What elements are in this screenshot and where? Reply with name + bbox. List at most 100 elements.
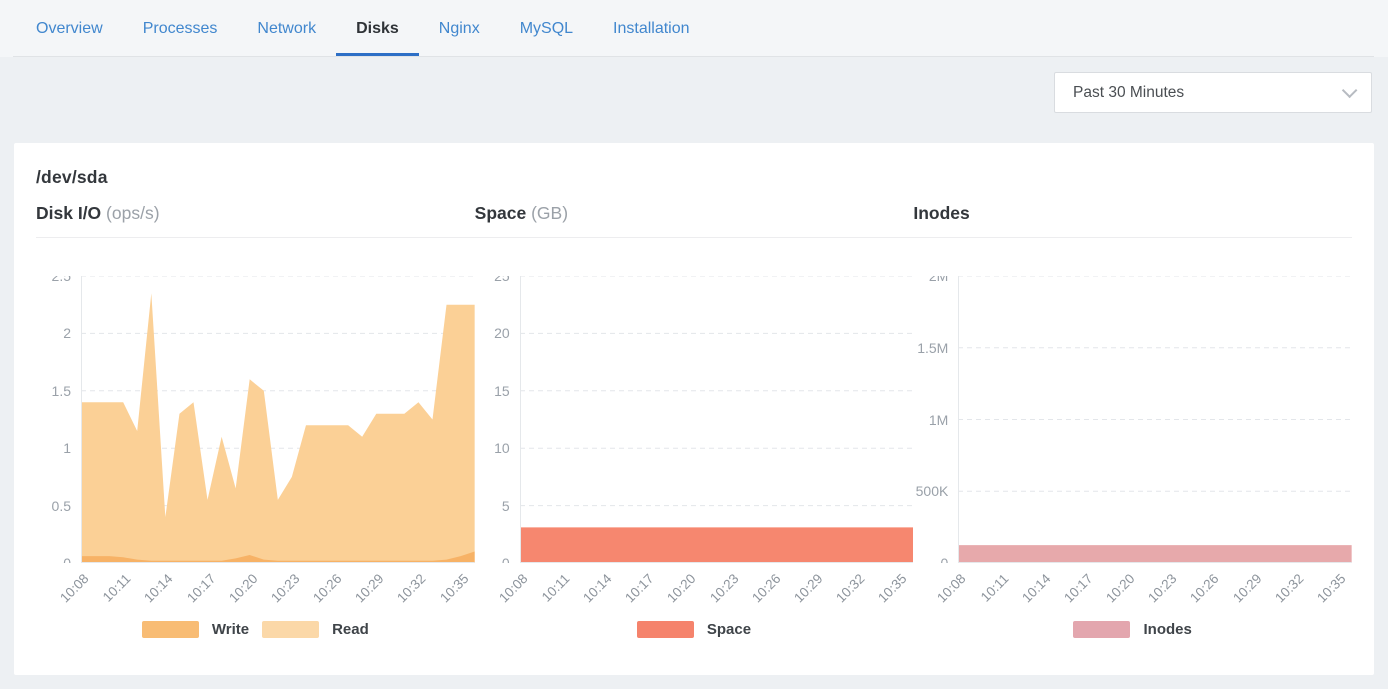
tab-bar: Overview Processes Network Disks Nginx MySQL I… (0, 0, 1388, 57)
x-axis-labels-disk-i-o: 10:08 10:11 10:14 10:17 10:20 10:23 10:26 10:29… (57, 563, 475, 613)
legend-entry-write: Write (141, 620, 250, 638)
tab-network[interactable]: Network (257, 19, 317, 37)
legend-entry-inodes: Inodes (1073, 620, 1192, 638)
legend-label-inodes: Inodes (1143, 620, 1192, 638)
x-tick-label: 10:26 (748, 571, 784, 606)
x-axis-labels-space: 10:08 10:11 10:14 10:17 10:20 10:23 10:26 10:29… (496, 563, 914, 613)
tab-bar-divider (13, 56, 1374, 57)
tab-nginx[interactable]: Nginx (438, 19, 480, 37)
x-tick-label: 10:11 (99, 571, 134, 605)
chart-unit-disk-i-o: (ops/s) (101, 203, 160, 223)
y-tick-label: 0 (940, 555, 949, 563)
x-tick-label: 10:17 (622, 571, 657, 606)
y-tick-label: 10 (494, 440, 510, 457)
x-tick-label: 10:23 (706, 571, 742, 606)
legend-label-space: Space (706, 620, 752, 638)
plot-area-disk-i-o (81, 276, 475, 563)
y-tick-label: 0 (501, 555, 510, 563)
x-axis-labels-inodes: 10:08 10:11 10:14 10:17 10:20 10:23 10:26 10:29… (934, 563, 1352, 613)
x-tick-label: 10:23 (1145, 571, 1180, 606)
x-tick-label: 10:20 (1103, 571, 1138, 606)
chart-titles-row: Disk I/O (ops/s) Space (GB) Inodes (36, 203, 1352, 224)
charts-row: 2.5 2 1.5 1 0.5 0 10:08 10:11 10:14 10:17 10:20 10:… (36, 238, 1352, 639)
x-tick-label: 10:23 (267, 571, 303, 606)
legend-entry-space: Space (636, 620, 752, 638)
legend-entry-read: Read (262, 620, 369, 638)
x-tick-label: 10:32 (394, 571, 430, 606)
legend-space: Space (475, 619, 914, 639)
y-tick-label: 1.5 (51, 382, 71, 399)
x-tick-label: 10:20 (664, 571, 699, 606)
x-tick-label: 10:11 (538, 571, 573, 605)
y-axis-labels-disk-i-o: 2.5 2 1.5 1 0.5 0 (36, 276, 71, 563)
legend-disk-i-o: Write Read (36, 619, 475, 639)
legend-swatch-space (636, 620, 694, 638)
chart-title-space: Space (GB) (474, 203, 569, 223)
legend-inodes: Inodes (913, 619, 1352, 639)
y-tick-label: 0 (63, 555, 71, 563)
titles-divider (36, 237, 1352, 238)
x-tick-label: 10:17 (183, 571, 219, 606)
tab-overview[interactable]: Overview (36, 19, 103, 37)
x-tick-label: 10:35 (1314, 571, 1349, 606)
x-tick-label: 10:35 (875, 571, 910, 606)
y-tick-label: 1.5M (917, 339, 949, 356)
x-tick-label: 10:14 (1018, 571, 1054, 606)
tab-processes[interactable]: Processes (142, 19, 218, 37)
x-tick-label: 10:26 (310, 571, 345, 606)
y-tick-label: 1 (63, 440, 71, 457)
y-tick-label: 2M (928, 276, 949, 284)
area-read (81, 293, 475, 563)
area-inodes (958, 545, 1352, 563)
chart-space: 25 20 15 10 5 0 10:08 10:11 10:14 10:17 10:20 10:23… (475, 238, 914, 639)
y-tick-label: 20 (494, 325, 510, 342)
area-write (81, 551, 475, 563)
x-tick-label: 10:14 (580, 571, 615, 606)
chart-disk-i-o: 2.5 2 1.5 1 0.5 0 10:08 10:11 10:14 10:17 10:20 10:… (36, 238, 475, 639)
legend-swatch-write (141, 620, 199, 638)
legend-swatch-read (262, 620, 320, 638)
y-tick-label: 15 (494, 382, 510, 399)
y-tick-label: 1M (928, 411, 949, 428)
x-tick-label: 10:11 (977, 571, 1012, 605)
legend-label-write: Write (211, 620, 250, 638)
chart-inodes: 2M 1.5M 1M 500K 0 10:08 10:11 10:14 10:17 10:20 10… (913, 238, 1352, 639)
y-axis-labels-inodes: 2M 1.5M 1M 500K 0 (913, 276, 949, 563)
time-range-value: Past 30 Minutes (1073, 83, 1185, 101)
time-range-select[interactable]: Past 30 Minutes (1054, 72, 1372, 113)
x-tick-label: 10:26 (1187, 571, 1222, 606)
plot-area-space (519, 276, 914, 563)
tab-mysql[interactable]: MySQL (519, 19, 574, 37)
y-tick-label: 500K (915, 483, 949, 500)
chevron-down-icon (1341, 82, 1358, 99)
plot-area-inodes (958, 276, 1352, 563)
x-tick-label: 10:32 (833, 571, 868, 606)
tab-list: Overview Processes Network Disks Nginx MySQL I… (0, 0, 1388, 57)
chart-title-disk-i-o: Disk I/O (ops/s) (36, 203, 160, 223)
y-tick-label: 5 (501, 497, 510, 514)
y-axis-labels-space: 25 20 15 10 5 0 (475, 276, 510, 563)
disk-name-heading: /dev/sda (36, 167, 108, 187)
x-tick-label: 10:32 (1271, 571, 1307, 606)
x-tick-label: 10:20 (225, 571, 261, 606)
y-tick-label: 0.5 (51, 497, 71, 514)
legend-swatch-inodes (1073, 620, 1131, 638)
disk-card: /dev/sda Disk I/O (ops/s) Space (GB) Inode… (14, 143, 1374, 675)
x-tick-label: 10:29 (1229, 571, 1265, 606)
chart-title-inodes: Inodes (913, 203, 970, 223)
y-tick-label: 2.5 (51, 276, 71, 284)
y-tick-label: 2 (63, 325, 71, 342)
x-tick-label: 10:17 (1060, 571, 1096, 606)
x-tick-label: 10:35 (436, 571, 472, 606)
tab-disks[interactable]: Disks (336, 0, 419, 57)
legend-label-read: Read (332, 620, 369, 638)
area-space (519, 527, 914, 563)
toolbar: Past 30 Minutes (0, 57, 1388, 143)
x-tick-label: 10:14 (141, 571, 176, 606)
y-tick-label: 25 (494, 276, 510, 284)
chart-unit-space: (GB) (526, 203, 569, 223)
tab-installation[interactable]: Installation (613, 19, 690, 37)
x-tick-label: 10:29 (352, 571, 387, 606)
x-tick-label: 10:29 (791, 571, 826, 606)
